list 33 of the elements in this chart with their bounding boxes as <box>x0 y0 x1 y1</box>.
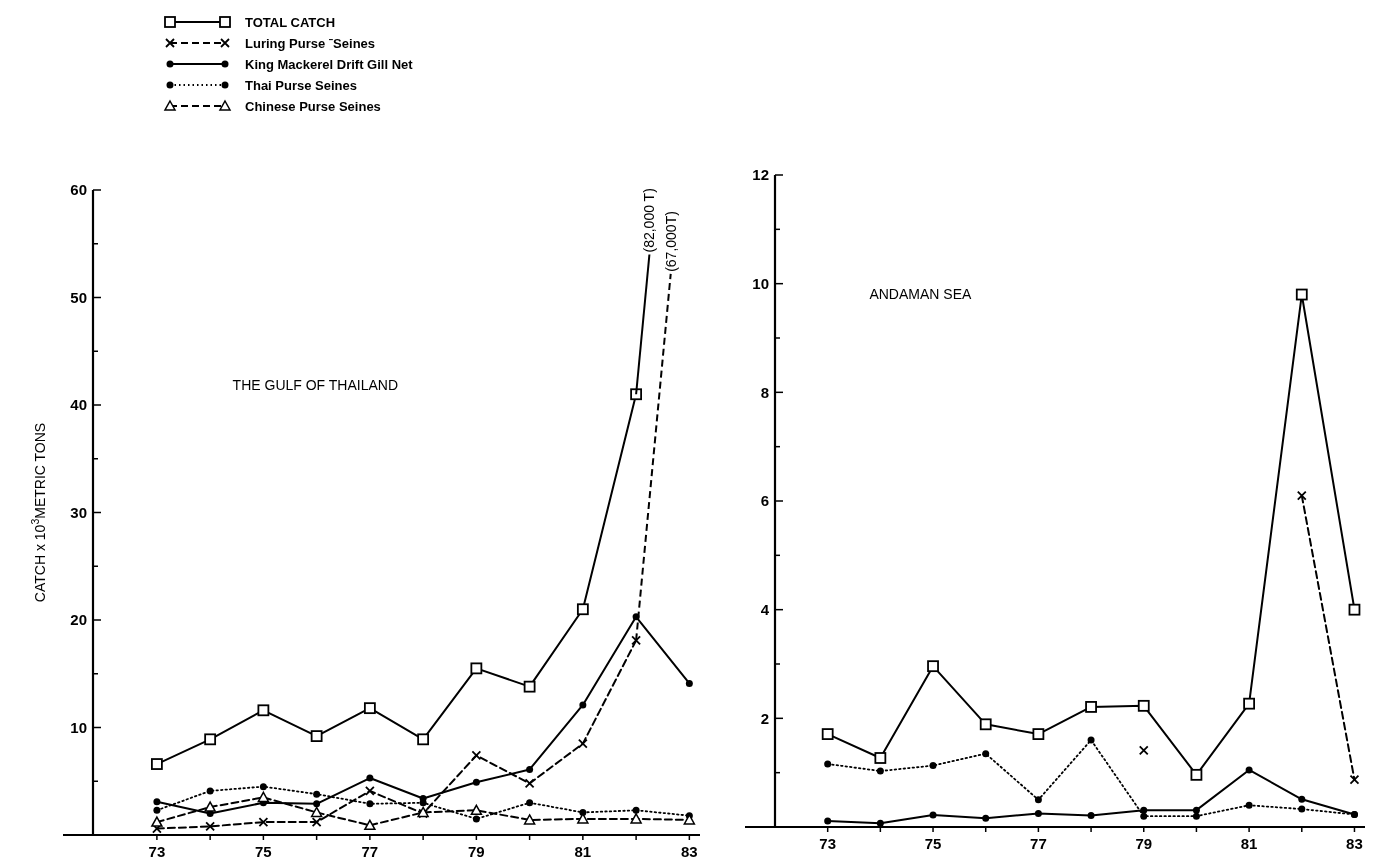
y-tick-label: 2 <box>760 709 769 727</box>
x-tick-label: 77 <box>361 843 379 860</box>
legend-label: King Mackerel Drift Gill Net <box>245 56 414 72</box>
x-tick-label: 83 <box>1346 835 1363 852</box>
x-tick-label: 83 <box>681 843 698 860</box>
y-tick-label: 4 <box>760 600 770 618</box>
legend-label: Luring Purse ˉSeines <box>245 35 376 51</box>
x-tick-label: 79 <box>468 843 485 860</box>
x-tick-label: 75 <box>255 843 272 860</box>
y-tick-label: 30 <box>70 503 87 521</box>
y-tick-label: 10 <box>752 274 769 292</box>
text: ANDAMAN SEA <box>869 285 972 302</box>
x-tick-label: 81 <box>574 843 592 860</box>
annotation: (82,000 T) <box>641 188 658 253</box>
y-tick-label: 6 <box>760 492 769 510</box>
x-tick-label: 73 <box>148 843 166 860</box>
y-tick-label: 40 <box>70 396 87 414</box>
annotation: (67,000T) <box>662 211 679 272</box>
y-tick-label: 12 <box>752 166 769 184</box>
x-tick-label: 77 <box>1030 835 1047 852</box>
y-tick-label: 60 <box>70 181 87 199</box>
x-tick-label: 79 <box>1135 835 1153 852</box>
text: THE GULF OF THAILAND <box>232 376 399 393</box>
x-tick-label: 73 <box>819 835 837 852</box>
x-tick-label: 81 <box>1240 835 1258 852</box>
y-tick-label: 8 <box>760 383 769 401</box>
legend-label: TOTAL CATCH <box>245 14 336 30</box>
x-tick-label: 75 <box>924 835 942 852</box>
y-tick-label: 10 <box>70 718 87 736</box>
y-tick-label: 20 <box>70 611 87 629</box>
legend-label: Thai Purse Seines <box>245 77 357 93</box>
legend-label: Chinese Purse Seines <box>245 98 381 114</box>
y-tick-label: 50 <box>70 288 87 306</box>
